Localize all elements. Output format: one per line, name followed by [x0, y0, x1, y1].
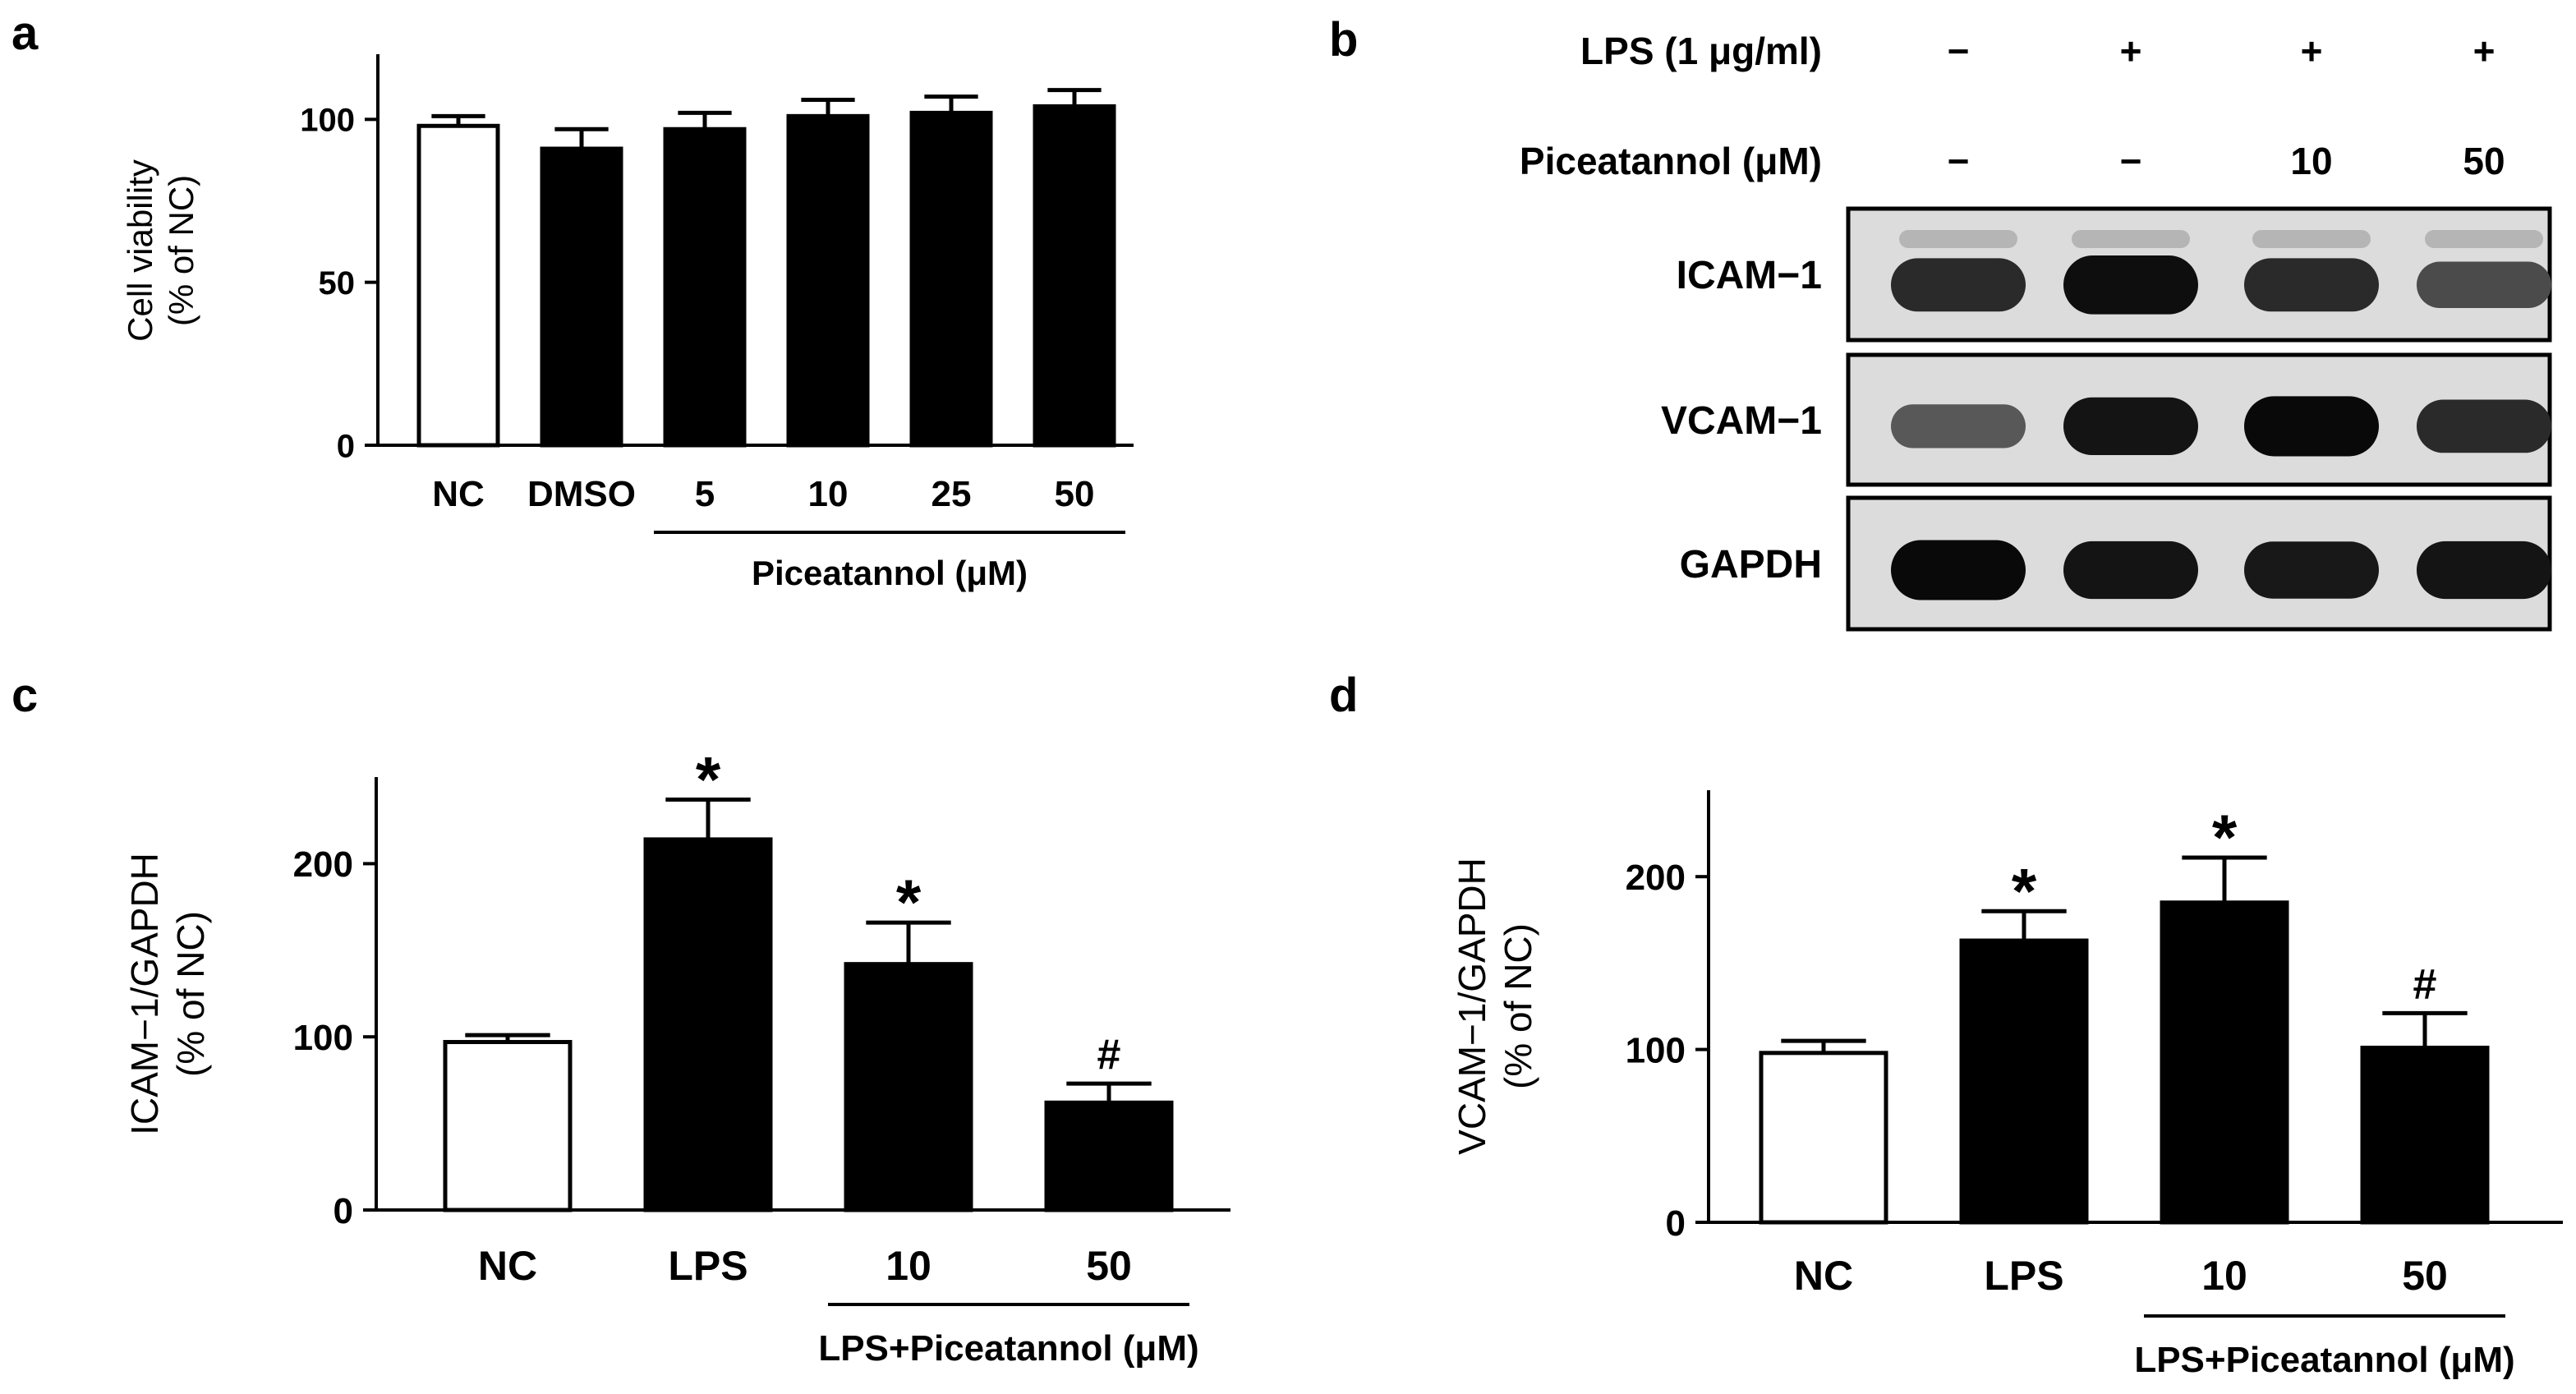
a-y-tick-label: 100 — [300, 103, 355, 139]
b-condition-value: 10 — [2290, 140, 2332, 182]
b-protein-label-1: VCAM−1 — [1661, 399, 1822, 443]
b-condition-value: 50 — [2463, 140, 2505, 182]
b-condition-label-1: Piceatannol (μM) — [1520, 140, 1822, 182]
panel-letter-a: a — [12, 7, 39, 60]
d-bar-3 — [2360, 1045, 2490, 1225]
b-band — [2244, 541, 2379, 599]
a-group-label: Piceatannol (μM) — [752, 554, 1028, 592]
d-y-axis-label-line2: (% of NC) — [1497, 923, 1539, 1089]
c-category-label: NC — [478, 1243, 537, 1289]
a-y-axis-label-line2: (% of NC) — [162, 175, 200, 326]
b-band — [2063, 255, 2198, 315]
d-y-tick-label: 100 — [1626, 1030, 1686, 1070]
b-faint-band — [2072, 230, 2190, 248]
b-faint-band — [1899, 230, 2017, 248]
b-protein-label-2: GAPDH — [1680, 543, 1822, 587]
d-bar-2 — [2160, 900, 2289, 1225]
b-faint-band — [2252, 230, 2371, 248]
b-band — [2063, 397, 2198, 456]
panel-a-chart: 0 50 100 Cell viability(% of NC) NC DMSO 5 10 25… — [121, 54, 1134, 592]
b-band — [2244, 258, 2379, 312]
b-band — [1891, 258, 2026, 312]
d-bar-0 — [1759, 1051, 1888, 1225]
d-significance-mark: # — [2413, 960, 2437, 1008]
b-condition-value: − — [1948, 30, 1970, 72]
c-category-label: 50 — [1086, 1243, 1132, 1289]
a-y-axis-label: Cell viability(% of NC) — [121, 159, 200, 342]
panel-c-chart: 0 100 200 ICAM−1/GAPDH(% of NC) NC LPS * 10 * 50 #… — [123, 743, 1230, 1369]
b-condition-value: − — [2120, 140, 2142, 182]
b-condition-value: + — [2473, 30, 2496, 72]
b-band — [2417, 541, 2551, 600]
panel-b-western-blot: LPS (1 μg/ml) − + + + Piceatannol (μM) − − 10 50 I… — [1520, 30, 2552, 632]
a-bar-2 — [663, 127, 747, 448]
d-category-label: LPS — [1984, 1253, 2063, 1299]
c-y-tick-label: 100 — [293, 1018, 353, 1058]
d-category-label: NC — [1794, 1253, 1853, 1299]
c-y-axis-label-line2: (% of NC) — [169, 911, 212, 1077]
b-band — [2417, 261, 2551, 309]
c-y-axis-label-line1: ICAM−1/GAPDH — [123, 853, 166, 1135]
c-y-tick-label: 0 — [334, 1191, 353, 1231]
a-y-tick-label: 50 — [319, 265, 356, 301]
a-bar-1 — [540, 146, 623, 448]
b-band — [1891, 404, 2026, 449]
a-category-label: 25 — [932, 474, 972, 514]
a-bar-3 — [786, 113, 870, 448]
a-category-label: 5 — [695, 474, 715, 514]
d-y-tick-label: 0 — [1666, 1203, 1686, 1244]
panel-letter-d: d — [1329, 669, 1358, 722]
b-faint-band — [2425, 230, 2543, 248]
panel-letter-b: b — [1329, 13, 1358, 67]
d-bar-1 — [1959, 938, 2089, 1225]
b-band — [2244, 396, 2379, 457]
d-y-axis-label-line1: VCAM−1/GAPDH — [1451, 858, 1493, 1155]
c-y-tick-label: 200 — [293, 844, 353, 885]
a-bar-4 — [909, 110, 993, 448]
b-condition-value: + — [2301, 30, 2323, 72]
b-condition-label-0: LPS (1 μg/ml) — [1580, 30, 1822, 72]
c-group-label: LPS+Piceatannol (μM) — [818, 1328, 1198, 1369]
d-y-axis-label: VCAM−1/GAPDH(% of NC) — [1451, 858, 1539, 1155]
a-y-tick-label: 0 — [337, 428, 355, 464]
c-category-label: LPS — [668, 1243, 748, 1289]
c-significance-mark: # — [1097, 1031, 1121, 1079]
c-significance-mark: * — [896, 866, 922, 938]
a-category-label: 10 — [808, 474, 849, 514]
c-y-axis-label: ICAM−1/GAPDH(% of NC) — [123, 853, 212, 1135]
a-bar-0 — [416, 123, 500, 448]
b-protein-label-0: ICAM−1 — [1677, 254, 1822, 297]
a-category-label: DMSO — [527, 474, 636, 514]
a-y-axis-label-line1: Cell viability — [121, 159, 159, 342]
b-condition-value: + — [2120, 30, 2142, 72]
d-group-label: LPS+Piceatannol (μM) — [2134, 1340, 2514, 1380]
a-category-label: 50 — [1055, 474, 1095, 514]
c-significance-mark: * — [696, 743, 721, 815]
d-category-label: 50 — [2402, 1253, 2448, 1299]
c-bar-3 — [1044, 1100, 1174, 1212]
panel-d-chart: 0 100 200 VCAM−1/GAPDH(% of NC) NC LPS * 10 * 50 #… — [1451, 790, 2563, 1380]
b-band — [2063, 541, 2198, 600]
b-condition-value: − — [1948, 140, 1970, 182]
d-significance-mark: * — [2012, 854, 2037, 927]
d-y-tick-label: 200 — [1626, 858, 1686, 898]
a-category-label: NC — [432, 474, 485, 514]
c-bar-1 — [643, 837, 773, 1212]
d-significance-mark: * — [2212, 801, 2238, 873]
c-category-label: 10 — [886, 1243, 932, 1289]
c-bar-0 — [443, 1040, 573, 1212]
c-bar-2 — [844, 962, 973, 1212]
panel-letter-c: c — [12, 669, 38, 722]
d-category-label: 10 — [2201, 1253, 2247, 1299]
a-bar-5 — [1033, 104, 1116, 448]
b-band — [2417, 399, 2551, 453]
b-band — [1891, 540, 2026, 600]
